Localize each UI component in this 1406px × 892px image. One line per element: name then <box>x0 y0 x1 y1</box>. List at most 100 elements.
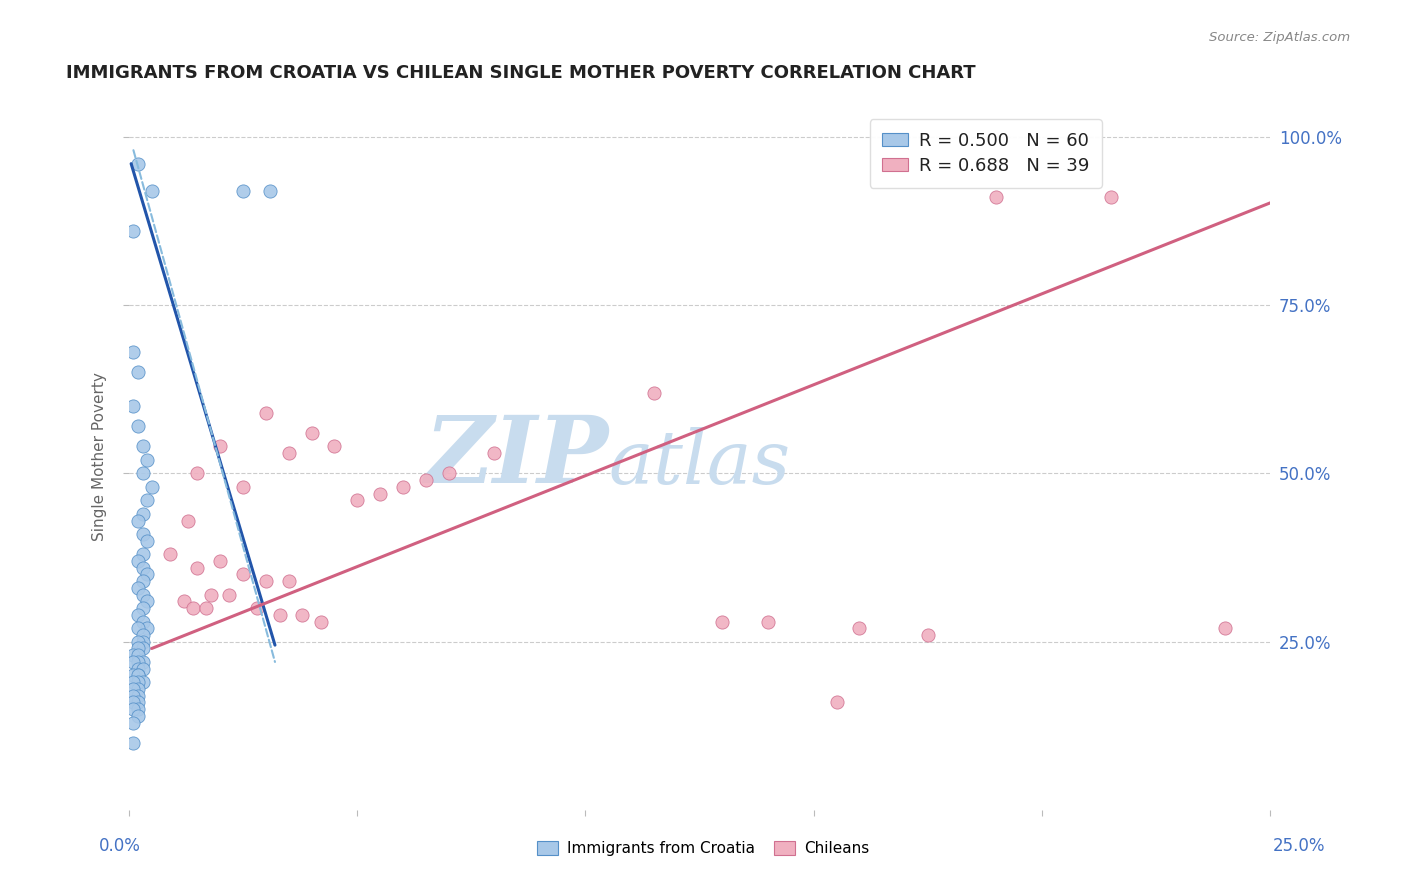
Point <box>136 621 159 635</box>
Point <box>127 648 149 663</box>
Legend: Immigrants from Croatia, Chileans: Immigrants from Croatia, Chileans <box>530 835 876 862</box>
Text: 25.0%: 25.0% <box>1272 837 1326 855</box>
Y-axis label: Single Mother Poverty: Single Mother Poverty <box>93 372 107 541</box>
Point <box>131 628 153 642</box>
Point <box>127 702 149 716</box>
Point <box>131 641 153 656</box>
Point <box>127 641 149 656</box>
Point <box>177 514 200 528</box>
Point <box>218 588 240 602</box>
Point <box>232 480 254 494</box>
Point <box>1099 190 1122 204</box>
Point <box>711 615 734 629</box>
Point <box>232 184 254 198</box>
Point <box>122 702 145 716</box>
Point <box>122 695 145 709</box>
Point <box>127 554 149 568</box>
Point <box>131 675 153 690</box>
Point <box>756 615 779 629</box>
Point <box>127 156 149 170</box>
Point <box>122 224 145 238</box>
Point <box>131 527 153 541</box>
Legend: R = 0.500   N = 60, R = 0.688   N = 39: R = 0.500 N = 60, R = 0.688 N = 39 <box>870 120 1102 187</box>
Point <box>825 695 848 709</box>
Point <box>127 708 149 723</box>
Point <box>301 425 323 440</box>
Point <box>277 446 299 460</box>
Point <box>269 607 291 622</box>
Point <box>141 480 163 494</box>
Point <box>122 689 145 703</box>
Point <box>482 446 505 460</box>
Point <box>136 567 159 582</box>
Point <box>127 581 149 595</box>
Point <box>127 607 149 622</box>
Point <box>136 533 159 548</box>
Point <box>368 486 391 500</box>
Point <box>173 594 195 608</box>
Point <box>122 736 145 750</box>
Point <box>131 547 153 561</box>
Point <box>254 406 277 420</box>
Point <box>122 345 145 359</box>
Point <box>209 554 232 568</box>
Point <box>122 399 145 413</box>
Point <box>186 560 208 574</box>
Point <box>122 668 145 682</box>
Text: ZIP: ZIP <box>425 411 609 501</box>
Point <box>209 440 232 454</box>
Point <box>127 419 149 434</box>
Point <box>127 675 149 690</box>
Point <box>291 607 314 622</box>
Point <box>141 184 163 198</box>
Point <box>131 588 153 602</box>
Point <box>127 668 149 682</box>
Point <box>277 574 299 589</box>
Point <box>181 601 204 615</box>
Point <box>127 689 149 703</box>
Point <box>136 594 159 608</box>
Point <box>159 547 181 561</box>
Point <box>323 440 346 454</box>
Point <box>127 668 149 682</box>
Point <box>131 574 153 589</box>
Point <box>848 621 870 635</box>
Point <box>122 655 145 669</box>
Point <box>127 681 149 696</box>
Point <box>232 567 254 582</box>
Point <box>200 588 222 602</box>
Point <box>131 615 153 629</box>
Point <box>131 662 153 676</box>
Point <box>917 628 939 642</box>
Point <box>127 695 149 709</box>
Point <box>643 385 665 400</box>
Text: atlas: atlas <box>609 427 790 500</box>
Point <box>122 675 145 690</box>
Point <box>131 634 153 648</box>
Point <box>127 514 149 528</box>
Point <box>127 621 149 635</box>
Point <box>127 634 149 648</box>
Point <box>131 601 153 615</box>
Point <box>346 493 368 508</box>
Point <box>131 440 153 454</box>
Point <box>127 365 149 379</box>
Point <box>186 467 208 481</box>
Text: IMMIGRANTS FROM CROATIA VS CHILEAN SINGLE MOTHER POVERTY CORRELATION CHART: IMMIGRANTS FROM CROATIA VS CHILEAN SINGL… <box>66 64 976 82</box>
Point <box>127 662 149 676</box>
Point <box>122 715 145 730</box>
Point <box>122 648 145 663</box>
Point <box>136 493 159 508</box>
Point <box>127 655 149 669</box>
Text: 0.0%: 0.0% <box>98 837 141 855</box>
Point <box>131 655 153 669</box>
Point <box>309 615 332 629</box>
Point <box>136 453 159 467</box>
Point <box>986 190 1008 204</box>
Point <box>195 601 218 615</box>
Point <box>392 480 415 494</box>
Point <box>437 467 460 481</box>
Point <box>246 601 269 615</box>
Point <box>415 473 437 487</box>
Text: Source: ZipAtlas.com: Source: ZipAtlas.com <box>1209 31 1350 45</box>
